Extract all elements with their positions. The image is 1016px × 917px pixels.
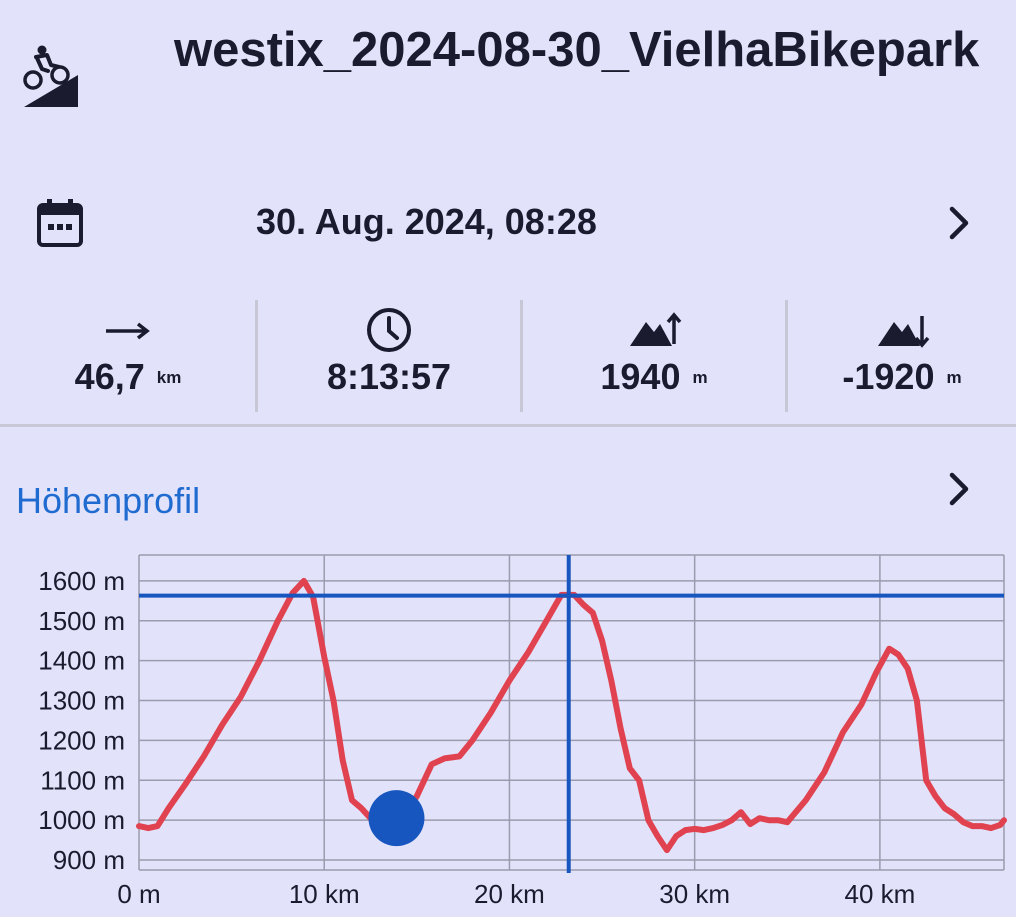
stat-divider — [255, 300, 258, 412]
section-divider — [0, 424, 1016, 427]
elevation-loss-unit: m — [946, 368, 962, 387]
y-tick-label: 1500 m — [38, 606, 125, 636]
elevation-gain-icon — [630, 312, 682, 346]
x-tick-label: 10 km — [289, 879, 360, 909]
y-tick-label: 1400 m — [38, 646, 125, 676]
y-tick-label: 900 m — [53, 845, 125, 875]
position-marker[interactable] — [368, 790, 425, 847]
mountain-bike-uphill-icon — [23, 45, 78, 107]
y-tick-label: 1000 m — [38, 805, 125, 835]
chevron-right-icon[interactable] — [942, 203, 978, 243]
y-tick-label: 1100 m — [40, 765, 125, 795]
calendar-icon — [37, 199, 83, 247]
x-tick-label: 40 km — [844, 879, 915, 909]
y-tick-label: 1600 m — [38, 566, 125, 596]
stat-distance: 46,7 km — [0, 300, 256, 412]
stat-divider — [785, 300, 788, 412]
stat-elevation-loss: -1920 m — [788, 300, 1016, 412]
duration-value: 8:13:57 — [326, 356, 452, 397]
track-date: 30. Aug. 2024, 08:28 — [256, 201, 597, 242]
stat-duration: 8:13:57 — [258, 300, 520, 412]
distance-value: 46,7 — [74, 356, 145, 397]
x-tick-label: 0 m — [117, 879, 160, 909]
elevation-profile-line — [136, 577, 1007, 854]
x-tick-label: 20 km — [474, 879, 545, 909]
elevation-loss-icon — [878, 316, 930, 348]
stat-elevation-gain: 1940 m — [523, 300, 785, 412]
stat-divider — [520, 300, 523, 412]
clock-icon — [367, 308, 411, 352]
elevation-profile-chart[interactable]: 900 m 1000 m 1100 m 1200 m 1300 m 1400 m 1500 … — [0, 540, 1016, 917]
elevation-loss-value: -1920 — [842, 356, 935, 397]
y-tick-label: 1200 m — [38, 725, 125, 755]
distance-unit: km — [156, 368, 182, 387]
elevation-gain-unit: m — [692, 368, 708, 387]
elevation-gain-value: 1940 — [600, 356, 681, 397]
arrow-right-icon — [106, 322, 150, 340]
x-tick-label: 30 km — [659, 879, 730, 909]
track-title: westix_2024-08-30_VielhaBikepark — [174, 23, 980, 77]
y-tick-label: 1300 m — [38, 686, 125, 716]
chevron-right-icon[interactable] — [942, 469, 978, 509]
elevation-profile-title[interactable]: Höhenprofil — [16, 480, 201, 521]
